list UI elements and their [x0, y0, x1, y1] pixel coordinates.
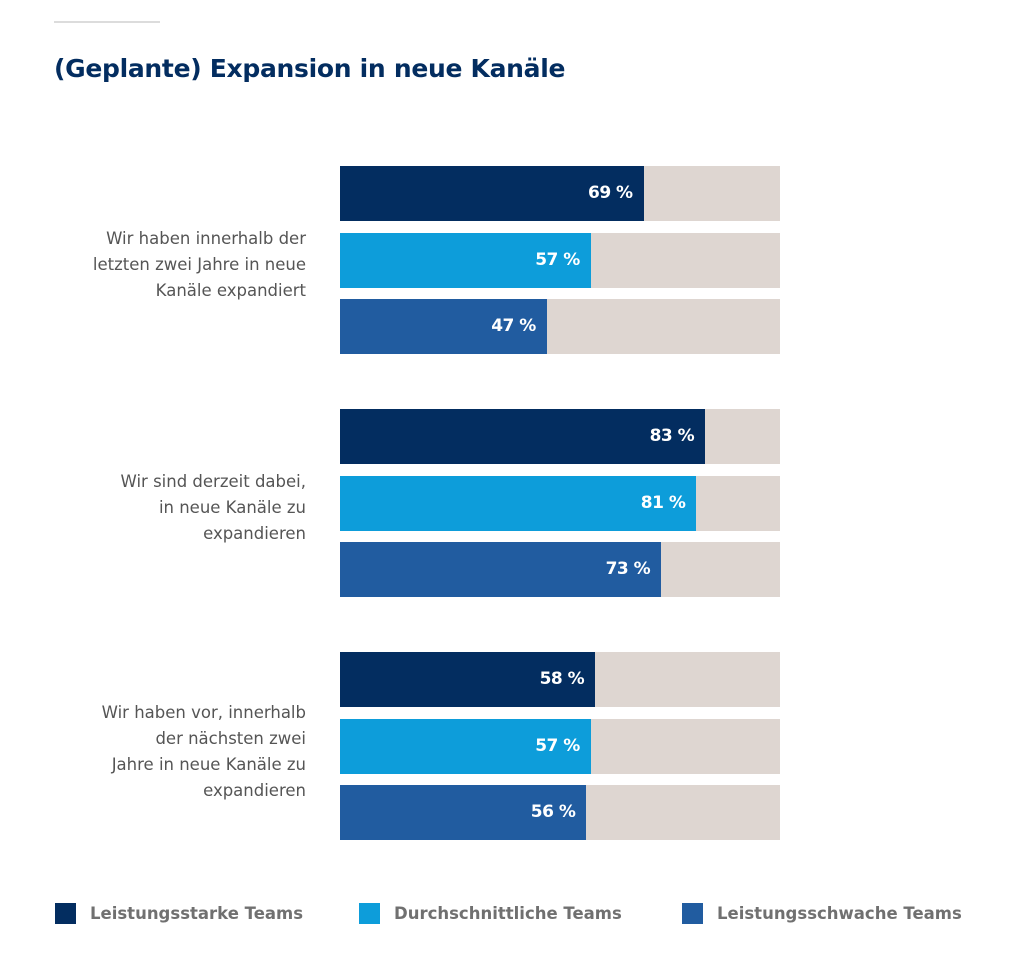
bar-value-label: 47 %: [491, 316, 536, 336]
bar-value-label: 58 %: [539, 669, 585, 689]
bar-value-label: 57 %: [535, 736, 580, 756]
legend-swatch: [359, 903, 380, 924]
bar: [340, 719, 591, 774]
bar-track: 83 %: [340, 409, 780, 464]
bar-value-label: 73 %: [605, 559, 651, 579]
bar-value-label: 69 %: [587, 183, 633, 203]
legend-item-leistungsstarke: Leistungsstarke Teams: [55, 903, 303, 924]
bar-track: 81 %: [340, 476, 780, 531]
bar: [340, 652, 596, 707]
legend: Leistungsstarke Teams Durchschnittliche …: [55, 903, 995, 927]
bar-track: 58 %: [340, 652, 780, 707]
category-label: Wir haben innerhalb der letzten zwei Jah…: [92, 229, 306, 300]
bar: [340, 166, 644, 221]
bar: [340, 233, 591, 288]
category-label: Wir haben vor, innerhalb der nächsten zw…: [101, 703, 306, 800]
bar: [340, 299, 547, 354]
legend-swatch: [682, 903, 703, 924]
top-divider: [54, 21, 160, 23]
category-label: Wir sind derzeit dabei, in neue Kanäle z…: [120, 472, 306, 543]
bar: [340, 785, 587, 840]
bar-value-label: 56 %: [530, 802, 576, 822]
bar: [340, 542, 662, 597]
bar-value-label: 57 %: [535, 250, 580, 270]
bar: [340, 409, 706, 464]
legend-label: Leistungsstarke Teams: [90, 904, 304, 923]
bar-track: 57 %: [340, 233, 780, 288]
chart-title: (Geplante) Expansion in neue Kanäle: [54, 54, 566, 83]
bar-track: 56 %: [340, 785, 780, 840]
legend-label: Durchschnittliche Teams: [394, 904, 622, 923]
bar: [340, 476, 697, 531]
bar-track: 73 %: [340, 542, 780, 597]
legend-label: Leistungsschwache Teams: [717, 904, 962, 923]
bar-value-label: 83 %: [649, 426, 695, 446]
bar-track: 69 %: [340, 166, 780, 221]
bar-value-label: 81 %: [640, 493, 686, 513]
bar-track: 57 %: [340, 719, 780, 774]
legend-item-durchschnittliche: Durchschnittliche Teams: [359, 903, 622, 924]
legend-swatch: [55, 903, 76, 924]
bar-track: 47 %: [340, 299, 780, 354]
legend-item-leistungsschwache: Leistungsschwache Teams: [682, 903, 962, 924]
